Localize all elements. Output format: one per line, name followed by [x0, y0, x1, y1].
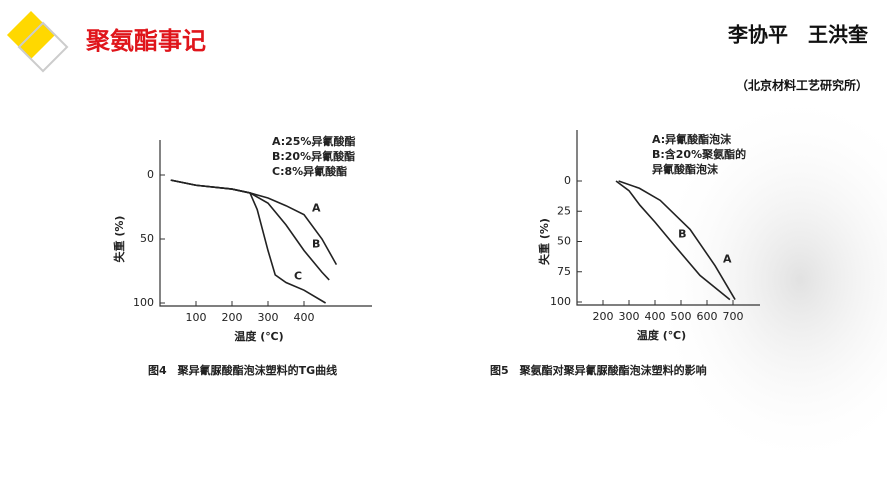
- curve-label: A: [723, 253, 732, 266]
- legend-text: A:异氰酸酯泡沫: [652, 132, 732, 146]
- y-axis-label: 失重 (%): [112, 216, 126, 263]
- axis: [159, 140, 372, 307]
- x-tick-label: 700: [723, 310, 744, 323]
- x-tick-label: 100: [186, 311, 207, 324]
- x-tick-label: 200: [222, 311, 243, 324]
- x-tick-label: 500: [671, 310, 692, 323]
- x-axis-label: 温度 (℃): [234, 329, 283, 343]
- background-art: [650, 90, 887, 470]
- caption: 图4 聚异氰脲酸酯泡沫塑料的TG曲线: [148, 363, 337, 377]
- x-tick-label: 300: [258, 311, 279, 324]
- y-tick-label: 100: [550, 295, 571, 308]
- curve-label: C: [294, 270, 302, 283]
- legend-text: C:8%异氰酸酯: [272, 164, 347, 178]
- y-axis-label: 失重 (%): [537, 218, 551, 265]
- authors: 李协平 王洪奎: [727, 23, 869, 47]
- x-tick-label: 600: [697, 310, 718, 323]
- slide-title: 聚氨酯事记: [85, 27, 206, 55]
- curve: [170, 179, 338, 265]
- x-tick-label: 200: [593, 310, 614, 323]
- curve-label: A: [312, 202, 321, 215]
- curve: [618, 180, 736, 300]
- legend-text: B:20%异氰酸酯: [272, 149, 355, 163]
- curve-label: B: [312, 238, 320, 251]
- legend-text: A:25%异氰酸酯: [272, 134, 355, 148]
- legend-text: B:含20%聚氨酯的: [652, 147, 746, 161]
- y-tick-label: 0: [564, 174, 571, 187]
- y-tick-label: 25: [557, 204, 571, 217]
- x-tick-label: 400: [645, 310, 666, 323]
- caption: 图5 聚氨酯对聚异氰脲酸酯泡沫塑料的影响: [490, 363, 707, 377]
- x-tick-label: 300: [619, 310, 640, 323]
- logo: [6, 10, 69, 73]
- curve: [170, 179, 330, 281]
- curve: [615, 180, 731, 301]
- y-tick-label: 0: [147, 168, 154, 181]
- affiliation: （北京材料工艺研究所）: [736, 78, 868, 93]
- y-tick-label: 50: [557, 235, 571, 248]
- y-tick-label: 75: [557, 265, 571, 278]
- axis: [576, 130, 760, 306]
- x-axis-label: 温度 (℃): [637, 328, 686, 342]
- y-tick-label: 50: [140, 232, 154, 245]
- legend-text: 异氰酸酯泡沫: [652, 162, 719, 176]
- x-tick-label: 400: [294, 311, 315, 324]
- y-tick-label: 100: [133, 296, 154, 309]
- curve-label: B: [678, 227, 686, 240]
- curve: [170, 179, 327, 304]
